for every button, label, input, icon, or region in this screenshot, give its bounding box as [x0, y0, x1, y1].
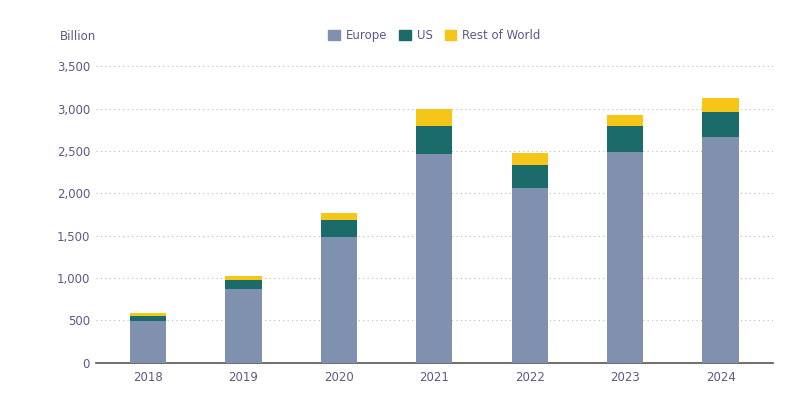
- Bar: [226, 289, 261, 363]
- Bar: [512, 153, 548, 165]
- Bar: [321, 213, 357, 220]
- Bar: [226, 280, 261, 289]
- Legend: Europe, US, Rest of World: Europe, US, Rest of World: [324, 24, 545, 47]
- Bar: [702, 98, 739, 112]
- Bar: [226, 276, 261, 280]
- Bar: [607, 126, 643, 152]
- Bar: [702, 112, 739, 138]
- Bar: [416, 109, 453, 126]
- Bar: [416, 154, 453, 363]
- Bar: [416, 126, 453, 154]
- Bar: [512, 165, 548, 188]
- Bar: [607, 152, 643, 363]
- Bar: [130, 313, 167, 316]
- Text: Billion: Billion: [60, 30, 96, 43]
- Bar: [512, 188, 548, 363]
- Bar: [321, 237, 357, 363]
- Bar: [702, 138, 739, 363]
- Bar: [321, 220, 357, 237]
- Bar: [607, 115, 643, 126]
- Bar: [130, 321, 167, 363]
- Bar: [130, 316, 167, 321]
